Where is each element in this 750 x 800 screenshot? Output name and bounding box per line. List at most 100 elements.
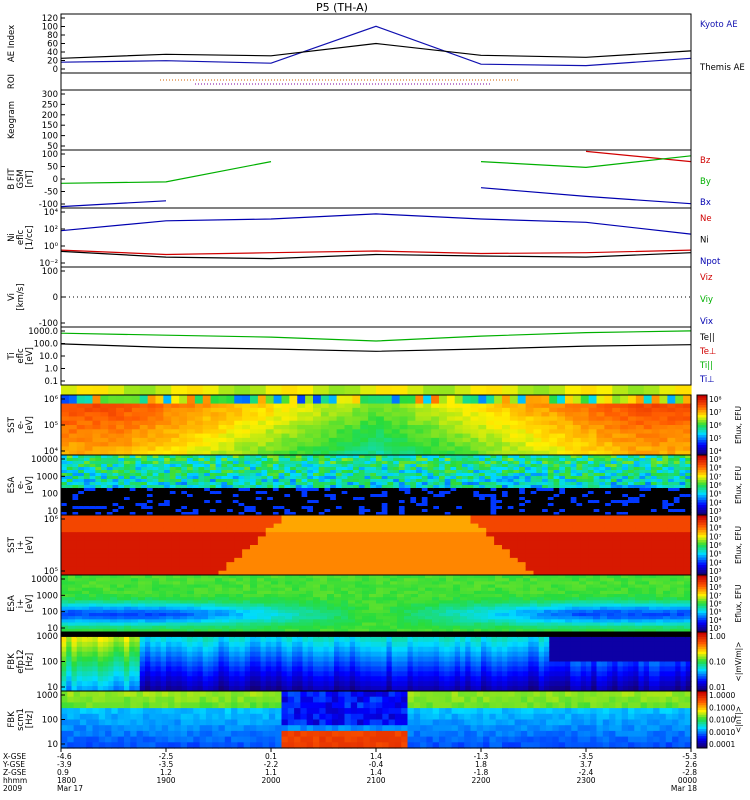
heatmap-cell [675, 395, 684, 400]
heatmap-cell [486, 523, 495, 529]
heatmap-cell [656, 509, 663, 513]
heatmap-cell [236, 622, 244, 627]
heatmap-cell [100, 429, 109, 435]
heatmap-cell [685, 482, 692, 486]
heatmap-cell [399, 570, 409, 576]
heatmap-cell [313, 509, 320, 513]
heatmap-cell [202, 549, 212, 555]
heatmap-cell [461, 494, 469, 498]
heatmap-cell [542, 467, 549, 471]
heatmap-cell [415, 545, 424, 550]
heatmap-cell [84, 523, 94, 529]
heatmap-cell [78, 503, 85, 507]
heatmap-cell [610, 491, 618, 495]
heatmap-cell [295, 479, 303, 483]
heatmap-cell [415, 412, 424, 418]
heatmap-cell [596, 412, 605, 418]
heatmap-cell [410, 500, 417, 504]
heatmap-cell [101, 500, 108, 504]
heatmap-cell [215, 473, 222, 477]
heatmap-cell [431, 395, 440, 400]
heatmap-cell [301, 494, 308, 498]
heatmap-cell [169, 467, 177, 471]
heatmap-cell [360, 416, 369, 422]
heatmap-cell [423, 523, 432, 529]
heatmap-cell [250, 458, 257, 462]
heatmap-cell [456, 476, 463, 480]
heatmap-cell [83, 470, 91, 474]
heatmap-cell [171, 412, 180, 418]
heatmap-cell [146, 485, 154, 489]
heatmap-cell [290, 458, 297, 462]
heatmap-cell [297, 540, 306, 546]
heatmap-cell [381, 461, 389, 465]
heatmap-cell [297, 425, 306, 430]
heatmap-cell [507, 488, 515, 492]
heatmap-cell [215, 600, 223, 605]
heatmap-cell [72, 461, 79, 465]
heatmap-cell [218, 519, 227, 525]
heatmap-cell [446, 407, 456, 413]
heatmap-cell [364, 485, 371, 489]
heatmap-cell [68, 399, 78, 405]
heatmap-cell [83, 473, 91, 477]
heatmap-cell [255, 482, 263, 486]
heatmap-cell [588, 553, 598, 559]
heatmap-cell [202, 403, 212, 409]
heatmap-cell [559, 506, 566, 510]
heatmap-cell [124, 407, 133, 413]
heatmap-cell [450, 476, 457, 480]
heatmap-cell [620, 566, 629, 572]
heatmap-cell [559, 482, 566, 486]
heatmap-cell [257, 584, 265, 589]
heatmap-cell [549, 536, 558, 542]
heatmap-cell [570, 479, 578, 483]
heatmap-cell [496, 455, 503, 459]
heatmap-cell [100, 399, 109, 405]
heatmap-cell [588, 437, 598, 443]
heatmap-cell [360, 407, 369, 413]
heatmap-cell [155, 412, 164, 418]
heatmap-cell [517, 566, 527, 572]
heatmap-cell [255, 488, 263, 492]
heatmap-cell [61, 503, 68, 507]
heatmap-cell [533, 540, 542, 546]
heatmap-cell [383, 566, 393, 572]
heatmap-cell [226, 566, 235, 572]
heatmap-cell [580, 515, 590, 520]
heatmap-cell [131, 532, 141, 538]
heatmap-cell [89, 594, 97, 598]
heatmap-cell [370, 494, 377, 498]
heatmap-cell [238, 491, 245, 495]
heatmap-cell [100, 442, 109, 448]
heatmap-cell [238, 509, 245, 513]
heatmap-cell [360, 536, 369, 542]
heatmap-cell [393, 470, 400, 474]
heatmap-cell [124, 557, 133, 563]
heatmap-cell [344, 420, 353, 426]
heatmap-cell [265, 433, 275, 439]
heatmap-cell [202, 399, 212, 405]
heatmap-cell [313, 562, 322, 568]
heatmap-cell [416, 497, 423, 501]
heatmap-cell [675, 399, 684, 405]
heatmap-cell [565, 416, 574, 422]
heatmap-cell [479, 497, 486, 501]
heatmap-cell [368, 412, 377, 418]
heatmap-cell [410, 509, 417, 513]
heatmap-cell [490, 473, 497, 477]
heatmap-cell [179, 570, 188, 576]
heatmap-cell [131, 399, 141, 405]
heatmap-cell [234, 532, 243, 538]
heatmap-cell [509, 437, 519, 443]
heatmap-cell [519, 503, 526, 507]
heatmap-cell [439, 485, 446, 489]
heatmap-cell [599, 482, 606, 486]
heatmap-cell [612, 412, 621, 418]
heatmap-cell [232, 491, 240, 495]
heatmap-cell [444, 458, 452, 462]
heatmap-cell [407, 515, 416, 520]
heatmap-cell [610, 455, 618, 459]
heatmap-cell [533, 399, 542, 405]
heatmap-cell [650, 482, 658, 486]
